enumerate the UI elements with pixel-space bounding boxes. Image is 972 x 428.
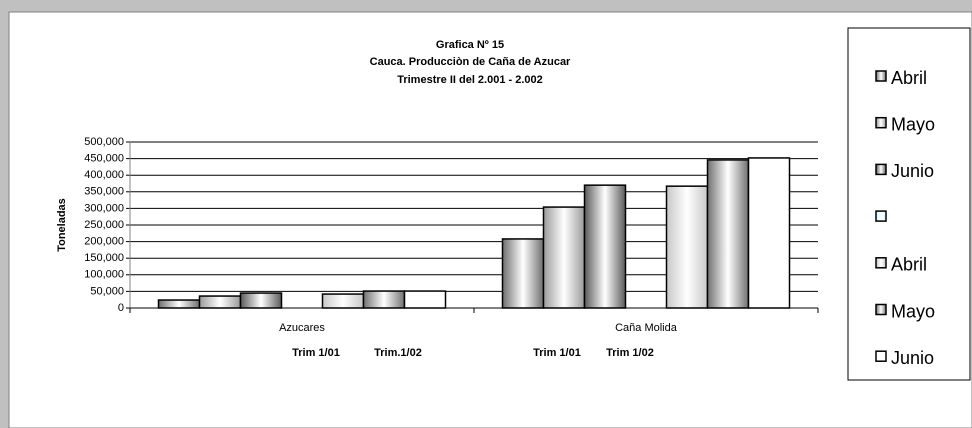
y-axis-label: Toneladas: [56, 198, 68, 252]
legend-label: Junio: [891, 348, 934, 368]
x-sublabel: Trim 1/01: [533, 347, 581, 359]
legend-swatch: [875, 116, 887, 129]
bar: [583, 184, 627, 309]
y-tick-label: 100,000: [84, 269, 124, 281]
y-tick-label: 350,000: [84, 186, 124, 198]
bar: [239, 292, 283, 309]
legend-label: Mayo: [891, 301, 935, 321]
chart-area: [8, 11, 972, 428]
y-tick-label: 300,000: [84, 202, 124, 214]
bar: [665, 185, 709, 309]
y-tick-label: 150,000: [84, 252, 124, 264]
y-tick-label: 0: [118, 302, 124, 314]
x-tick-label: Caña Molida: [615, 322, 678, 334]
legend-swatch: [875, 70, 887, 82]
legend-label: Junio: [891, 161, 934, 181]
y-tick-label: 50,000: [90, 285, 124, 297]
bar: [747, 157, 791, 309]
y-tick-label: 200,000: [84, 236, 124, 248]
legend-swatch: [875, 210, 887, 222]
legend-label: Abril: [891, 68, 927, 88]
y-tick-label: 400,000: [84, 169, 124, 181]
y-tick-label: 250,000: [84, 219, 124, 231]
bar: [321, 293, 365, 309]
legend-box: [847, 27, 971, 381]
chart-title: Trimestre II del 2.001 - 2.002: [397, 74, 543, 86]
legend-swatch: [875, 303, 887, 316]
x-tick-label: Azucares: [279, 322, 325, 334]
bar: [542, 206, 586, 309]
x-sublabel: Trim 1/01: [292, 347, 340, 359]
chart-title: Cauca. Producciòn de Caña de Azucar: [370, 56, 571, 68]
bar: [501, 238, 545, 309]
legend-swatch: [875, 163, 887, 176]
y-tick-label: 500,000: [84, 136, 124, 148]
legend-swatch: [875, 350, 887, 362]
legend-swatch: [875, 257, 887, 269]
chart-title: Grafica Nº 15: [436, 39, 504, 51]
bar: [198, 295, 242, 309]
bar: [403, 290, 447, 309]
x-sublabel: Trim 1/02: [606, 347, 654, 359]
legend-label: Mayo: [891, 114, 935, 134]
legend-label: Abril: [891, 255, 927, 275]
bar: [157, 299, 201, 309]
y-tick-label: 450,000: [84, 153, 124, 165]
bar: [706, 159, 750, 309]
x-sublabel: Trim.1/02: [374, 347, 422, 359]
bar: [362, 290, 406, 309]
